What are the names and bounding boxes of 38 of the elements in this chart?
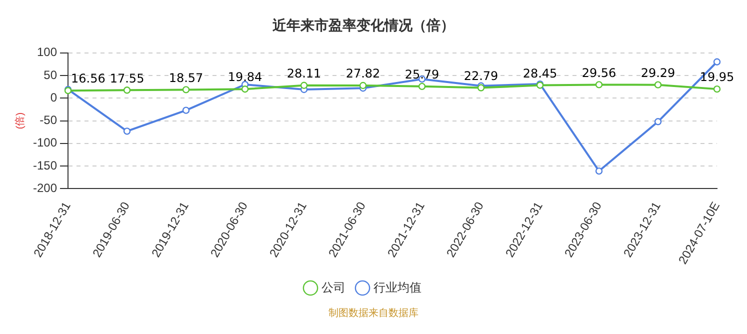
legend-label: 行业均值 <box>374 280 422 294</box>
y-tick-label: -100 <box>32 136 58 150</box>
point <box>713 58 721 66</box>
data-label: 19.95 <box>700 70 734 84</box>
point <box>595 81 603 88</box>
data-label: 22.79 <box>464 68 498 83</box>
data-label: 17.55 <box>110 71 144 86</box>
y-tick-label: -150 <box>32 158 58 172</box>
y-tick-label: -200 <box>32 181 58 196</box>
point <box>595 167 603 175</box>
data-label: 29.56 <box>582 66 616 80</box>
text: 制图数据来自数据库 <box>328 306 420 320</box>
point <box>123 128 131 135</box>
point <box>182 106 190 114</box>
data-label: 29.29 <box>640 66 676 80</box>
point <box>241 86 249 93</box>
data-label: 28.45 <box>522 66 558 80</box>
point <box>418 82 426 90</box>
y-tick-label: 0 <box>50 90 58 104</box>
y-tick-label: 100 <box>36 45 58 60</box>
data-label: 19.84 <box>228 70 262 84</box>
point <box>123 86 131 94</box>
chart-title: 近年来市盈率变化情况（倍） <box>272 17 454 34</box>
y-tick-label: 50 <box>44 68 58 82</box>
y-tick-label: -50 <box>40 113 58 128</box>
data-label: 28.11 <box>286 66 322 80</box>
data-label: 16.56 <box>71 72 106 86</box>
data-label: 18.57 <box>168 70 204 85</box>
point <box>300 82 308 89</box>
point <box>182 86 190 94</box>
y-axis-title: (倍) <box>14 112 26 130</box>
legend-label: 公司 <box>322 280 346 294</box>
point <box>654 118 662 126</box>
data-label: 27.82 <box>346 66 380 81</box>
data-label: 25.79 <box>404 68 440 82</box>
point <box>713 85 721 93</box>
point <box>654 81 662 88</box>
point <box>359 82 367 90</box>
